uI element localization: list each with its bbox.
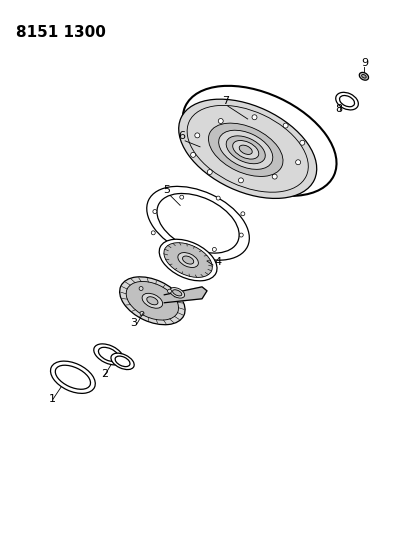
Ellipse shape: [142, 293, 163, 308]
Ellipse shape: [208, 123, 283, 176]
Ellipse shape: [151, 231, 155, 235]
Ellipse shape: [296, 160, 300, 165]
Ellipse shape: [51, 361, 95, 393]
Text: 8: 8: [335, 104, 342, 114]
Ellipse shape: [126, 281, 178, 320]
Text: 9: 9: [361, 58, 368, 68]
Ellipse shape: [94, 344, 124, 365]
Ellipse shape: [233, 141, 259, 159]
Ellipse shape: [173, 290, 182, 296]
Ellipse shape: [219, 130, 273, 169]
Ellipse shape: [139, 287, 143, 290]
Text: 6: 6: [178, 131, 185, 141]
Ellipse shape: [157, 193, 239, 253]
Text: 2: 2: [101, 369, 108, 379]
Ellipse shape: [336, 92, 358, 110]
Ellipse shape: [140, 311, 144, 316]
Text: 1: 1: [49, 394, 56, 404]
Text: 5: 5: [163, 185, 170, 196]
Ellipse shape: [164, 243, 212, 277]
Ellipse shape: [339, 95, 355, 107]
Ellipse shape: [183, 86, 337, 196]
Text: 8151 1300: 8151 1300: [16, 25, 106, 39]
Ellipse shape: [99, 348, 119, 361]
Ellipse shape: [111, 353, 134, 369]
Ellipse shape: [176, 247, 180, 251]
Ellipse shape: [182, 256, 194, 264]
Ellipse shape: [239, 145, 252, 155]
Ellipse shape: [239, 233, 243, 237]
Ellipse shape: [170, 288, 185, 298]
Ellipse shape: [216, 196, 220, 200]
Ellipse shape: [180, 195, 184, 199]
Ellipse shape: [147, 187, 249, 260]
Ellipse shape: [226, 136, 265, 164]
Polygon shape: [164, 287, 207, 303]
Ellipse shape: [178, 253, 199, 268]
Ellipse shape: [238, 178, 243, 183]
Ellipse shape: [252, 115, 257, 120]
Ellipse shape: [159, 239, 217, 281]
Ellipse shape: [191, 152, 196, 157]
Ellipse shape: [187, 106, 308, 192]
Ellipse shape: [362, 75, 366, 78]
Text: 4: 4: [215, 257, 222, 267]
Ellipse shape: [283, 123, 288, 128]
Ellipse shape: [55, 365, 90, 389]
Text: 7: 7: [222, 96, 229, 106]
Ellipse shape: [212, 247, 216, 252]
Ellipse shape: [195, 133, 200, 138]
Text: 3: 3: [131, 318, 138, 328]
Ellipse shape: [168, 289, 171, 293]
Ellipse shape: [115, 356, 130, 367]
Ellipse shape: [218, 118, 223, 124]
Ellipse shape: [153, 209, 157, 214]
Ellipse shape: [179, 99, 317, 198]
Ellipse shape: [272, 174, 277, 179]
Ellipse shape: [207, 169, 212, 174]
Ellipse shape: [120, 277, 185, 325]
Ellipse shape: [300, 140, 305, 145]
Ellipse shape: [359, 72, 369, 80]
Ellipse shape: [241, 212, 245, 216]
Ellipse shape: [147, 297, 158, 305]
